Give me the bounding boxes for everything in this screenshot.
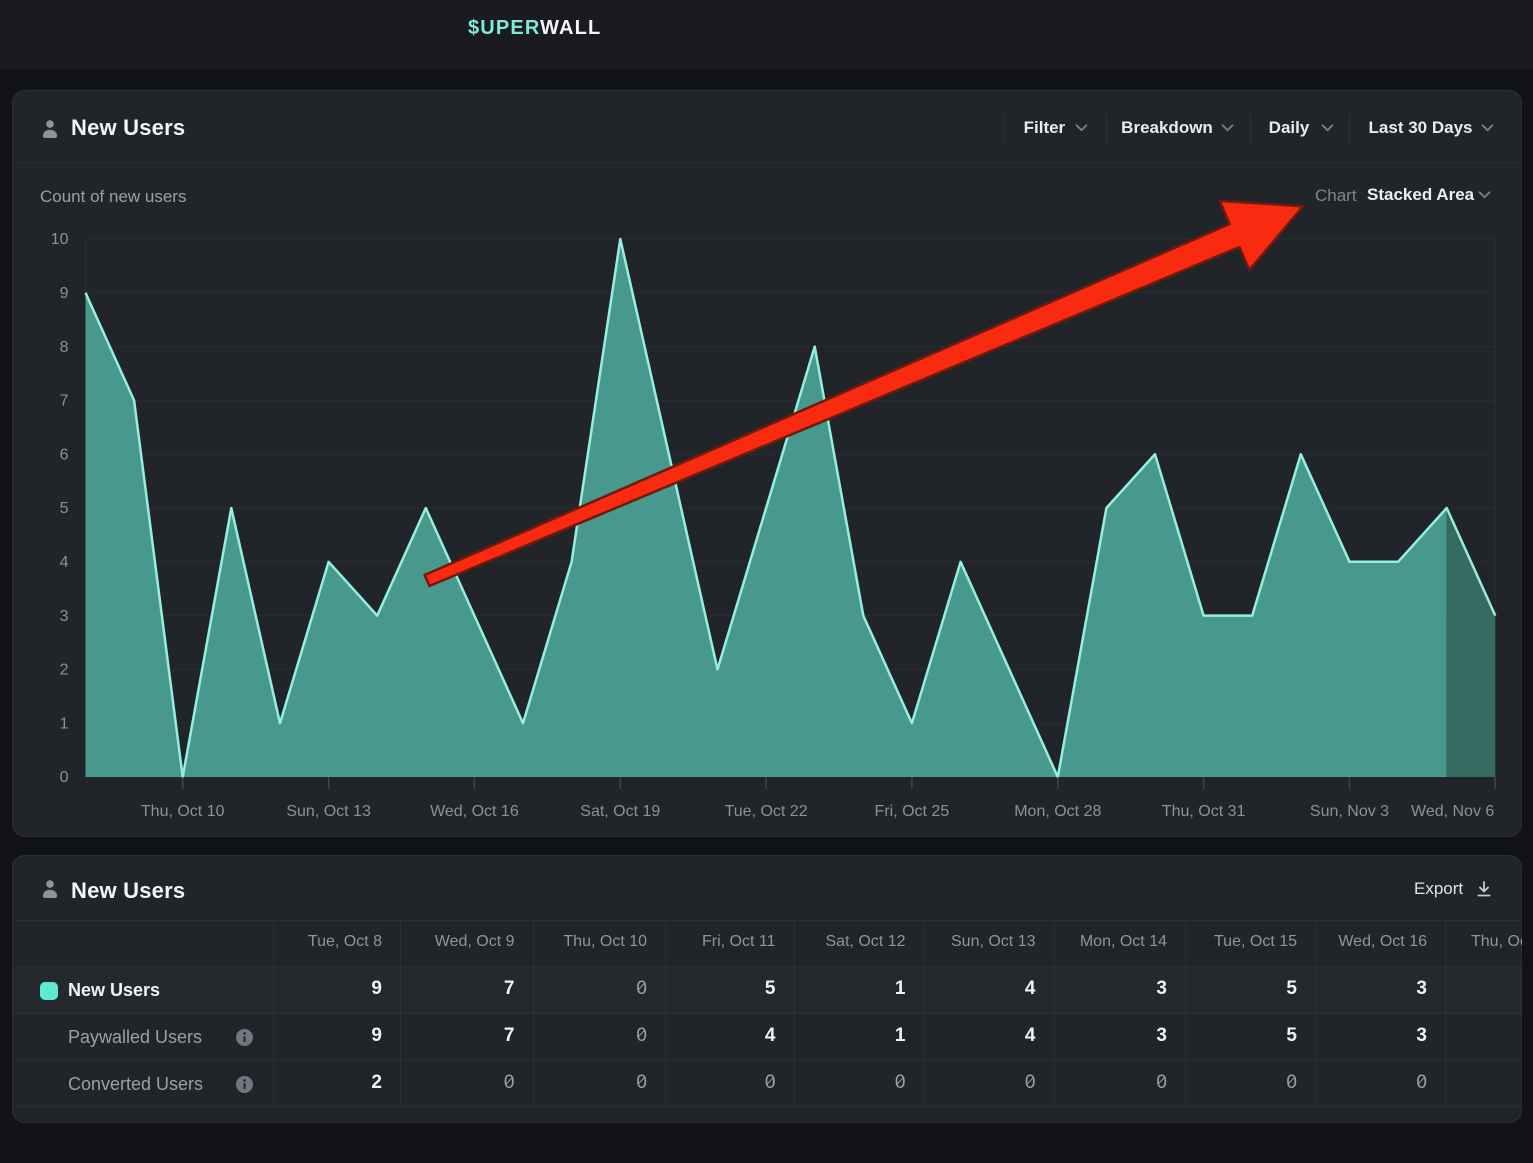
svg-text:8: 8 <box>59 339 68 356</box>
svg-text:0: 0 <box>59 769 68 786</box>
svg-text:7: 7 <box>59 393 68 410</box>
svg-text:3: 3 <box>59 608 68 625</box>
svg-text:10: 10 <box>50 231 68 248</box>
svg-text:Wed, Oct 16: Wed, Oct 16 <box>430 803 519 820</box>
svg-text:5: 5 <box>59 500 68 517</box>
svg-text:Thu, Oct 31: Thu, Oct 31 <box>1161 803 1245 820</box>
svg-text:9: 9 <box>59 285 68 302</box>
svg-text:2: 2 <box>59 662 68 679</box>
svg-text:1: 1 <box>59 715 68 732</box>
svg-text:Sat, Oct 19: Sat, Oct 19 <box>580 803 660 820</box>
svg-text:Sun, Oct 13: Sun, Oct 13 <box>286 803 371 820</box>
svg-text:4: 4 <box>59 554 68 571</box>
svg-text:Sun, Nov 3: Sun, Nov 3 <box>1309 803 1388 820</box>
svg-text:Fri, Oct 25: Fri, Oct 25 <box>874 803 949 820</box>
svg-text:Mon, Oct 28: Mon, Oct 28 <box>1014 803 1101 820</box>
svg-text:Tue, Oct 22: Tue, Oct 22 <box>724 803 807 820</box>
svg-text:Wed, Nov 6: Wed, Nov 6 <box>1411 803 1494 820</box>
svg-text:6: 6 <box>59 446 68 463</box>
svg-text:Thu, Oct 10: Thu, Oct 10 <box>140 803 224 820</box>
